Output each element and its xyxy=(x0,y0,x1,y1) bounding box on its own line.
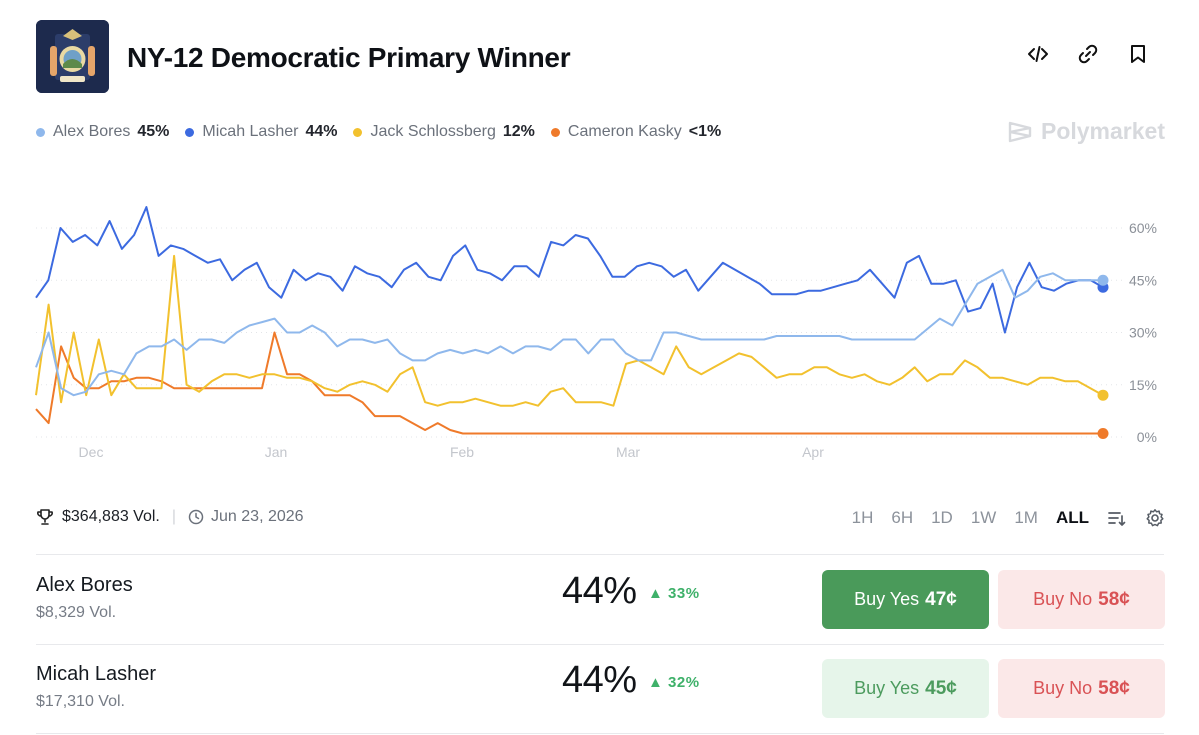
legend-name: Alex Bores xyxy=(53,123,131,140)
range-6h[interactable]: 6H xyxy=(891,508,914,527)
market-header: NY-12 Democratic Primary Winner xyxy=(36,20,1166,94)
legend-name: Jack Schlossberg xyxy=(370,123,496,140)
legend-dot xyxy=(353,127,363,137)
legend-dot xyxy=(36,127,45,137)
series-line xyxy=(35,331,1103,435)
outcome-percent: 44% xyxy=(562,570,637,612)
buy-no-label: Buy No xyxy=(1033,678,1093,698)
row-divider xyxy=(36,554,1164,555)
outcome-volume: $17,310 Vol. xyxy=(36,693,125,710)
outcome-change: ▲ 32% xyxy=(648,674,700,691)
total-volume: $364,883 Vol. xyxy=(62,508,160,525)
outcome-name: Alex Bores xyxy=(36,574,133,596)
trophy-icon xyxy=(37,509,53,525)
y-tick-label: 15% xyxy=(1129,377,1157,393)
up-triangle-icon: ▲ xyxy=(648,674,664,691)
legend-dot xyxy=(550,127,560,137)
legend-value: 44% xyxy=(305,123,338,140)
up-triangle-icon: ▲ xyxy=(648,585,664,602)
polymarket-watermark: Polymarket xyxy=(1007,118,1165,145)
market-stats: $364,883 Vol. | Jun 23, 2026 xyxy=(36,508,304,526)
legend-value: <1% xyxy=(688,123,722,140)
range-all[interactable]: ALL xyxy=(1055,508,1089,527)
legend-name: Micah Lasher xyxy=(202,123,299,140)
buy-yes-label: Buy Yes xyxy=(854,589,920,609)
change-value: 32% xyxy=(668,674,700,691)
series-line xyxy=(35,268,1103,397)
y-tick-label: 45% xyxy=(1129,272,1157,288)
outcome-volume: $8,329 Vol. xyxy=(36,604,117,621)
legend-item-jack-schlossberg[interactable]: Jack Schlossberg 12% xyxy=(353,123,535,141)
sort-icon[interactable] xyxy=(1107,508,1127,528)
stats-divider: | xyxy=(171,508,177,525)
link-icon[interactable] xyxy=(1076,42,1100,66)
series-end-marker xyxy=(1097,389,1109,401)
buy-yes-button[interactable]: Buy Yes 47¢ xyxy=(822,570,989,629)
page-title: NY-12 Democratic Primary Winner xyxy=(127,42,571,73)
legend-item-cameron-kasky[interactable]: Cameron Kasky <1% xyxy=(550,123,722,141)
x-tick-label: Jan xyxy=(265,444,288,460)
buy-yes-price: 47¢ xyxy=(925,588,957,610)
legend-dot xyxy=(185,127,195,137)
buy-no-label: Buy No xyxy=(1033,589,1093,609)
series-end-marker xyxy=(1097,274,1109,286)
market-logo xyxy=(36,20,109,93)
legend-value: 45% xyxy=(137,123,170,140)
time-range-selector: 1H 6H 1D 1W 1M ALL xyxy=(852,508,1165,528)
x-tick-label: Apr xyxy=(802,444,824,460)
outcome-change: ▲ 33% xyxy=(648,585,700,602)
brand-name: Polymarket xyxy=(1040,118,1165,144)
legend-item-micah-lasher[interactable]: Micah Lasher 44% xyxy=(185,123,337,141)
row-divider xyxy=(36,644,1164,645)
series-line xyxy=(35,206,1104,334)
change-value: 33% xyxy=(668,585,700,602)
y-tick-label: 60% xyxy=(1129,220,1157,236)
y-tick-label: 30% xyxy=(1129,325,1157,341)
x-tick-label: Feb xyxy=(450,444,474,460)
range-1w[interactable]: 1W xyxy=(970,508,997,527)
buy-yes-label: Buy Yes xyxy=(854,678,920,698)
legend-value: 12% xyxy=(502,123,535,140)
clock-icon xyxy=(188,509,204,525)
outcome-row-alex-bores[interactable]: Alex Bores $8,329 Vol. 44% ▲ 33% Buy Yes… xyxy=(36,556,1165,644)
outcome-name: Micah Lasher xyxy=(36,663,157,685)
range-1d[interactable]: 1D xyxy=(931,508,953,527)
settings-gear-icon[interactable] xyxy=(1145,508,1165,528)
buy-yes-price: 45¢ xyxy=(925,677,957,699)
embed-code-icon[interactable] xyxy=(1026,42,1050,66)
series-end-marker xyxy=(1097,428,1109,440)
polymarket-logo-icon xyxy=(1008,121,1032,142)
row-divider xyxy=(36,733,1164,734)
buy-no-button[interactable]: Buy No 58¢ xyxy=(998,570,1165,629)
outcome-row-micah-lasher[interactable]: Micah Lasher $17,310 Vol. 44% ▲ 32% Buy … xyxy=(36,645,1165,733)
legend-name: Cameron Kasky xyxy=(567,123,682,140)
x-tick-label: Mar xyxy=(616,444,640,460)
buy-no-button[interactable]: Buy No 58¢ xyxy=(998,659,1165,718)
buy-no-price: 58¢ xyxy=(1098,588,1130,610)
chart-legend: Alex Bores 45% Micah Lasher 44% Jack Sch… xyxy=(36,123,721,141)
y-tick-label: 0% xyxy=(1137,429,1157,445)
buy-yes-button[interactable]: Buy Yes 45¢ xyxy=(822,659,989,718)
buy-no-price: 58¢ xyxy=(1098,677,1130,699)
x-tick-label: Dec xyxy=(79,444,104,460)
end-date: Jun 23, 2026 xyxy=(211,508,304,525)
outcome-percent: 44% xyxy=(562,659,637,701)
bookmark-icon[interactable] xyxy=(1126,42,1150,66)
range-1h[interactable]: 1H xyxy=(851,508,874,527)
series-line xyxy=(35,254,1104,407)
price-history-chart[interactable]: 60% 45% 30% 15% 0% Dec Jan Feb Mar Apr xyxy=(0,170,1199,470)
legend-item-alex-bores[interactable]: Alex Bores 45% xyxy=(36,123,169,141)
range-1m[interactable]: 1M xyxy=(1014,508,1038,527)
ny-state-seal-icon xyxy=(36,20,109,93)
